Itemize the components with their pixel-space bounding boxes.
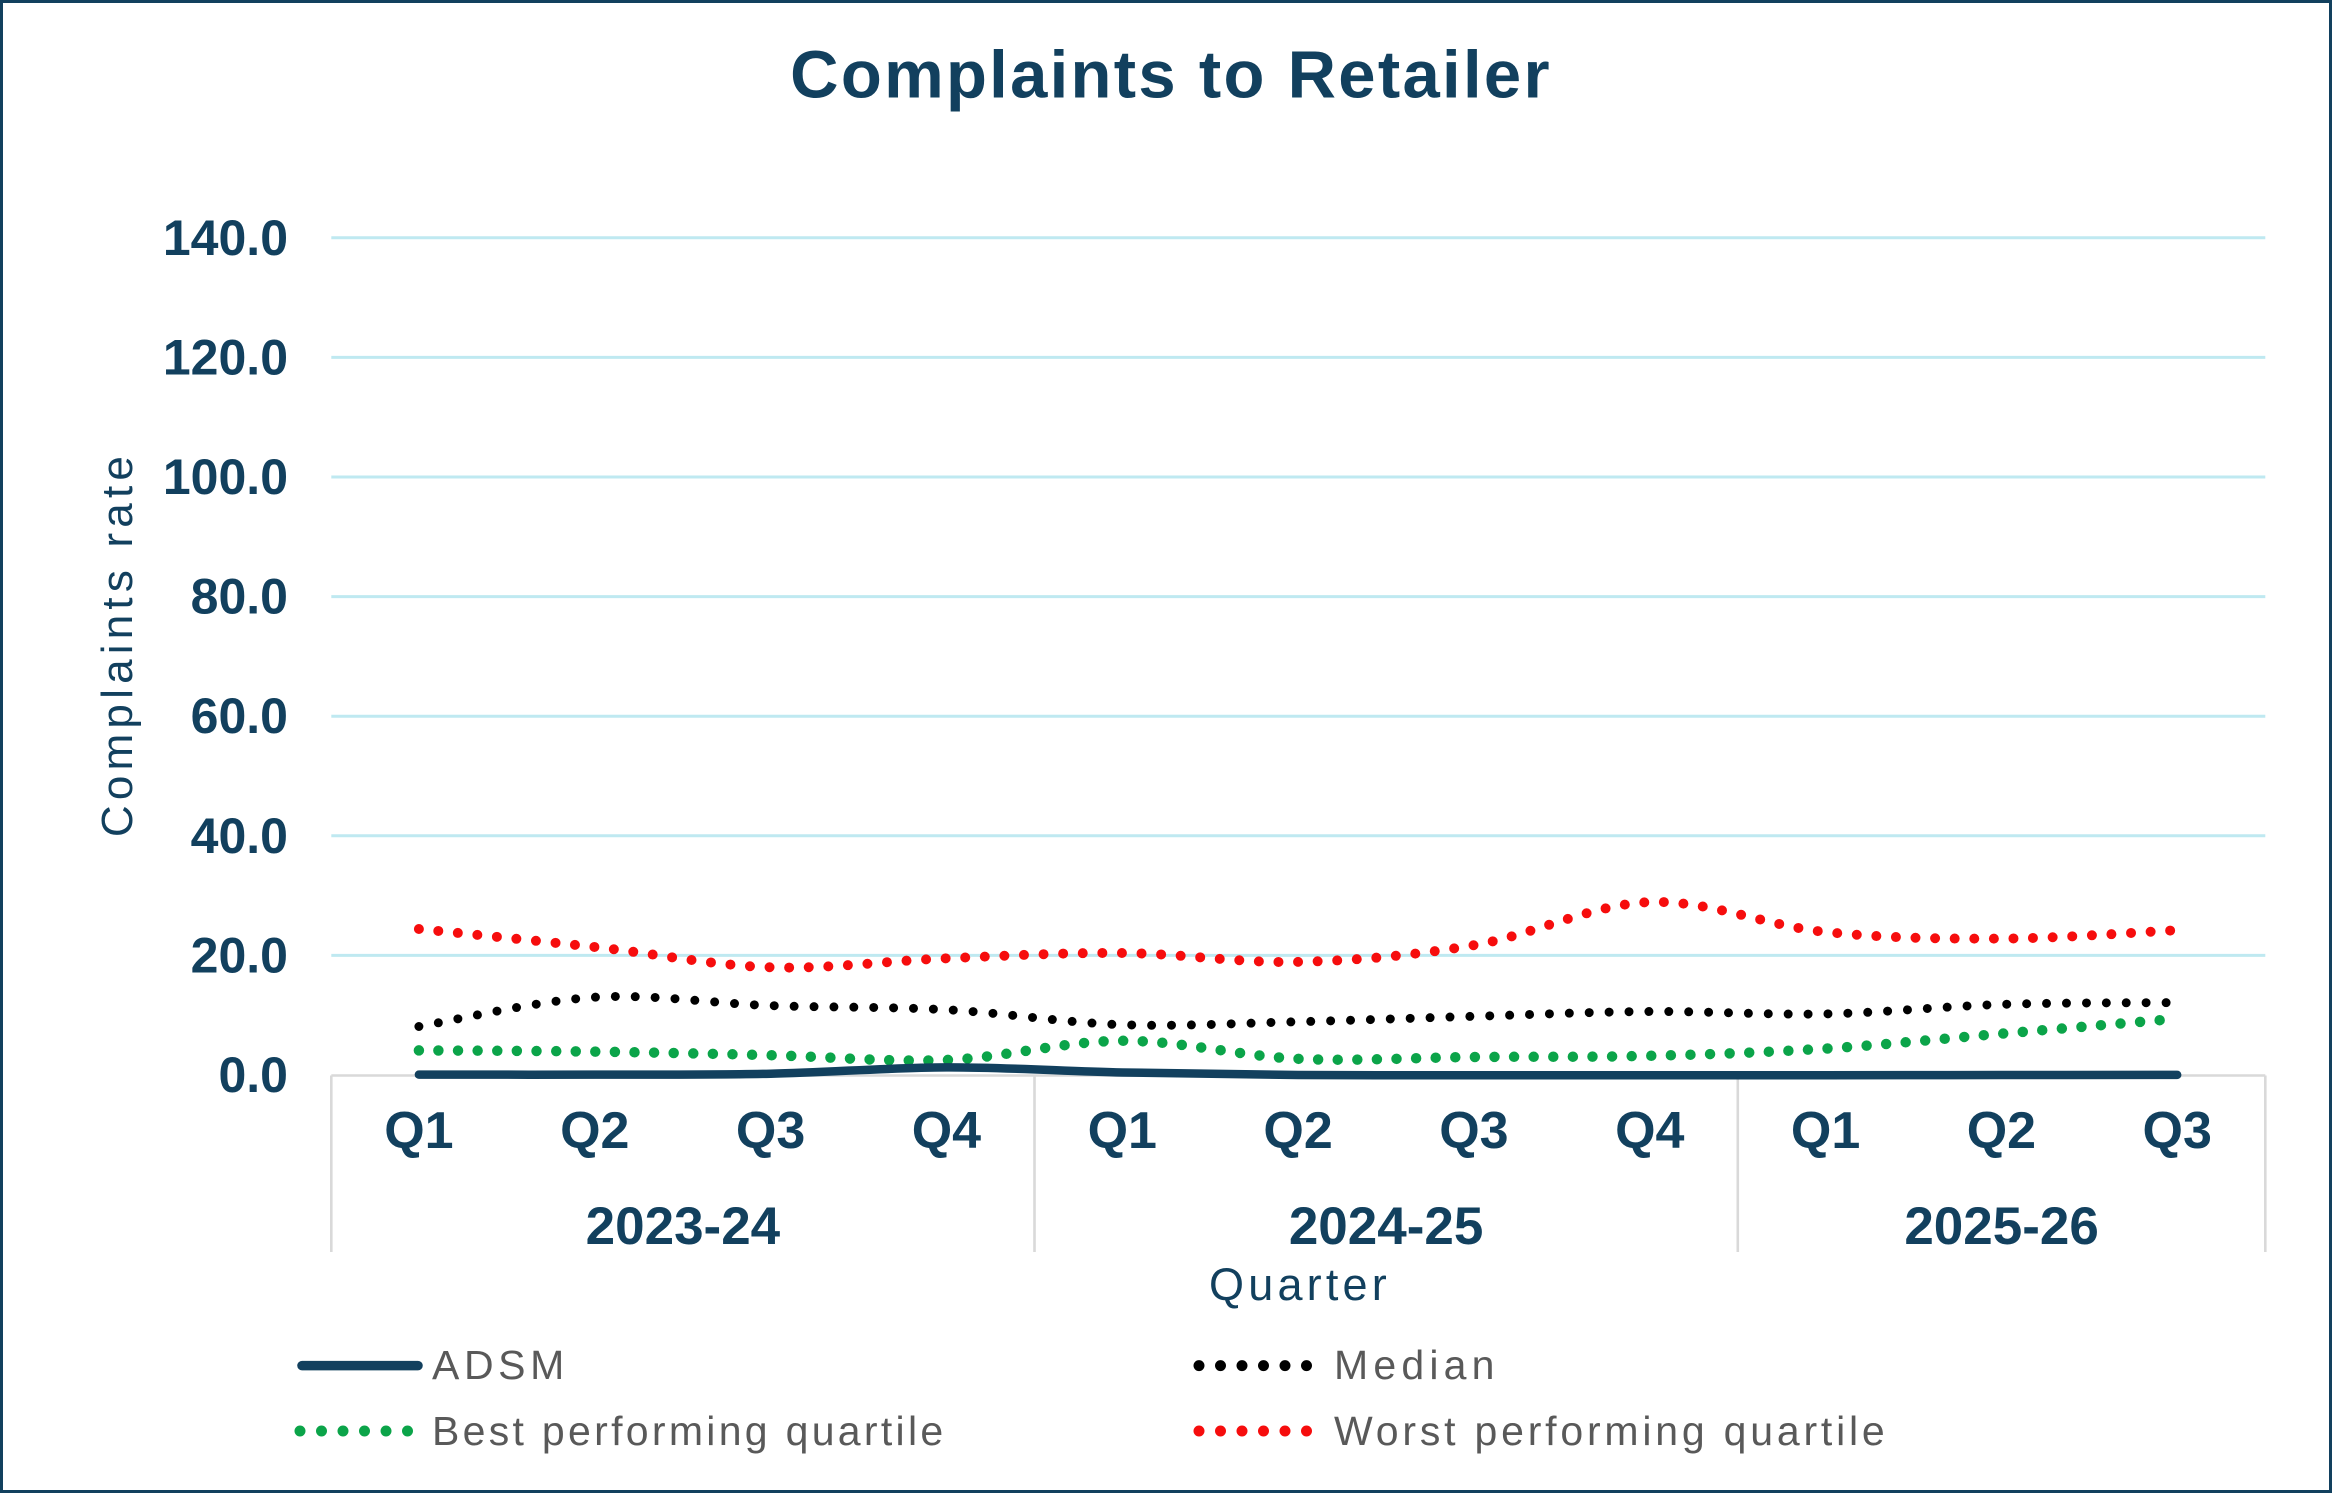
- svg-text:Complaints to Retailer: Complaints to Retailer: [790, 38, 1552, 113]
- svg-text:Q2: Q2: [1967, 1102, 2036, 1160]
- svg-text:Quarter: Quarter: [1209, 1259, 1391, 1310]
- svg-text:60.0: 60.0: [191, 688, 288, 744]
- svg-text:120.0: 120.0: [163, 329, 288, 385]
- svg-text:Worst performing quartile: Worst performing quartile: [1334, 1408, 1889, 1454]
- svg-text:Median: Median: [1334, 1342, 1500, 1388]
- svg-text:2023-24: 2023-24: [586, 1197, 781, 1256]
- svg-text:2025-26: 2025-26: [1904, 1197, 2099, 1256]
- svg-text:Q1: Q1: [1088, 1102, 1157, 1160]
- svg-text:Q2: Q2: [560, 1102, 629, 1160]
- svg-text:Complaints rate: Complaints rate: [93, 451, 142, 837]
- svg-text:Q3: Q3: [736, 1102, 805, 1160]
- svg-text:Q1: Q1: [384, 1102, 453, 1160]
- svg-text:Q4: Q4: [1615, 1102, 1684, 1160]
- svg-text:Best performing quartile: Best performing quartile: [432, 1408, 946, 1454]
- svg-text:Q2: Q2: [1263, 1102, 1332, 1160]
- svg-text:2024-25: 2024-25: [1289, 1197, 1484, 1256]
- svg-text:20.0: 20.0: [191, 927, 288, 983]
- svg-text:Q1: Q1: [1791, 1102, 1860, 1160]
- svg-text:100.0: 100.0: [163, 449, 288, 505]
- svg-text:140.0: 140.0: [163, 210, 288, 266]
- svg-text:40.0: 40.0: [191, 808, 288, 864]
- svg-text:80.0: 80.0: [191, 569, 288, 625]
- svg-text:Q3: Q3: [1439, 1102, 1508, 1160]
- svg-text:Q3: Q3: [2143, 1102, 2212, 1160]
- svg-text:Q4: Q4: [912, 1102, 981, 1160]
- svg-text:0.0: 0.0: [218, 1047, 288, 1103]
- svg-text:ADSM: ADSM: [432, 1342, 569, 1388]
